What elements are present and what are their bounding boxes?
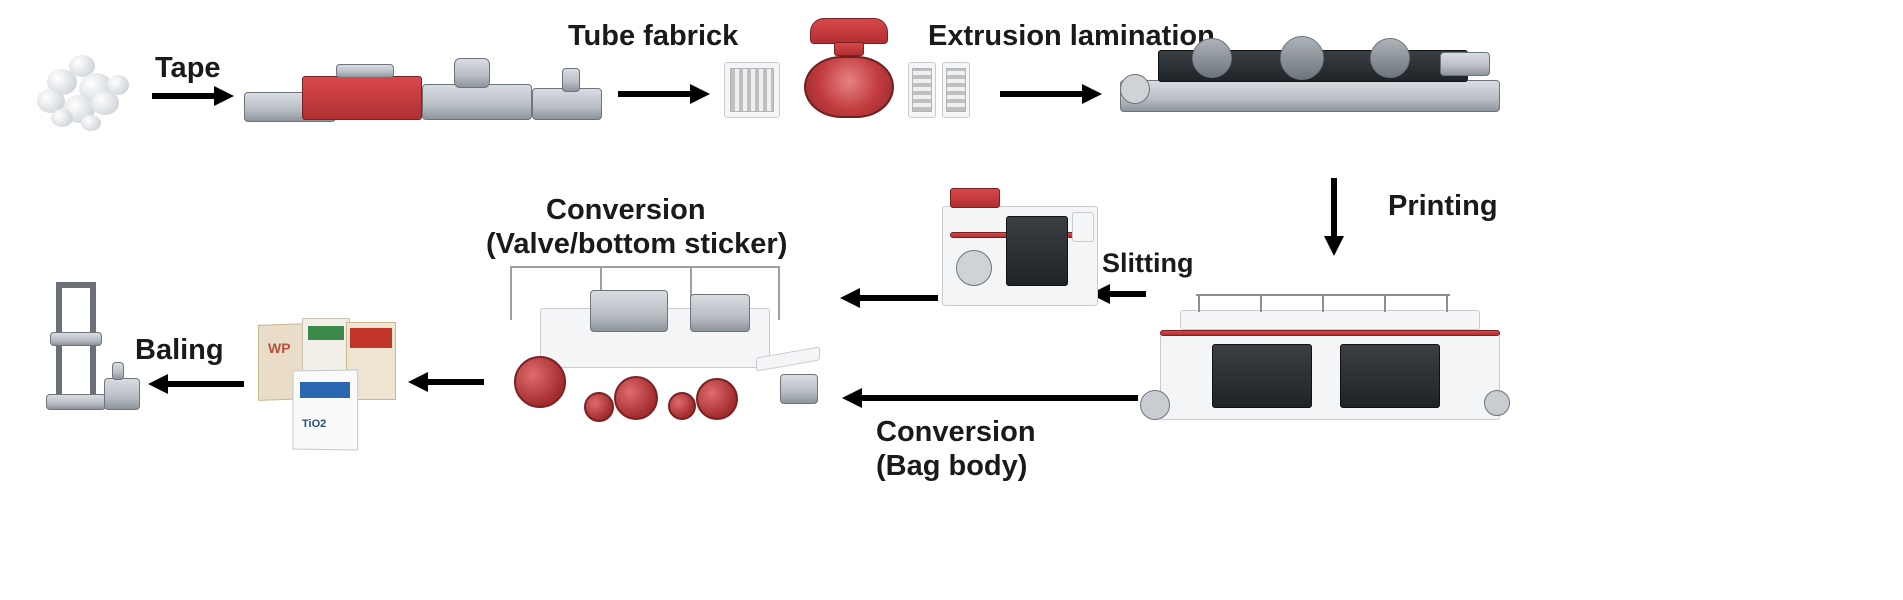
tube-fabric-label: Tube fabrick [568,20,738,53]
arrow-left-icon [840,286,940,310]
conversion-machine-icon [480,260,830,440]
lamination-machine-icon [1120,34,1500,126]
conversion-bag-label-line2: (Bag body) [876,450,1027,483]
finished-bags-icon: WP TiO2 [250,304,410,454]
conversion-valve-label-line1: Conversion [546,194,706,227]
slitting-label: Slitting [1102,248,1193,279]
slitting-machine-icon [942,180,1098,320]
tape-machine-icon [244,48,604,126]
arrow-right-icon [616,82,712,106]
arrow-right-icon [150,84,236,108]
tape-label: Tape [155,52,221,85]
arrow-left-icon [1090,282,1148,306]
baling-machine-icon [46,282,146,422]
conversion-valve-label-line2: (Valve/bottom sticker) [486,228,787,261]
arrow-down-icon [1322,176,1346,258]
printing-machine-icon [1140,290,1510,440]
printing-label: Printing [1388,190,1498,223]
resin-pellets-icon [24,40,144,140]
arrow-left-icon [148,372,246,396]
conversion-bag-label-line1: Conversion [876,416,1036,449]
arrow-left-icon [408,370,486,394]
arrow-right-icon [998,82,1104,106]
arrow-left-icon [842,386,1140,410]
baling-label: Baling [135,334,224,367]
